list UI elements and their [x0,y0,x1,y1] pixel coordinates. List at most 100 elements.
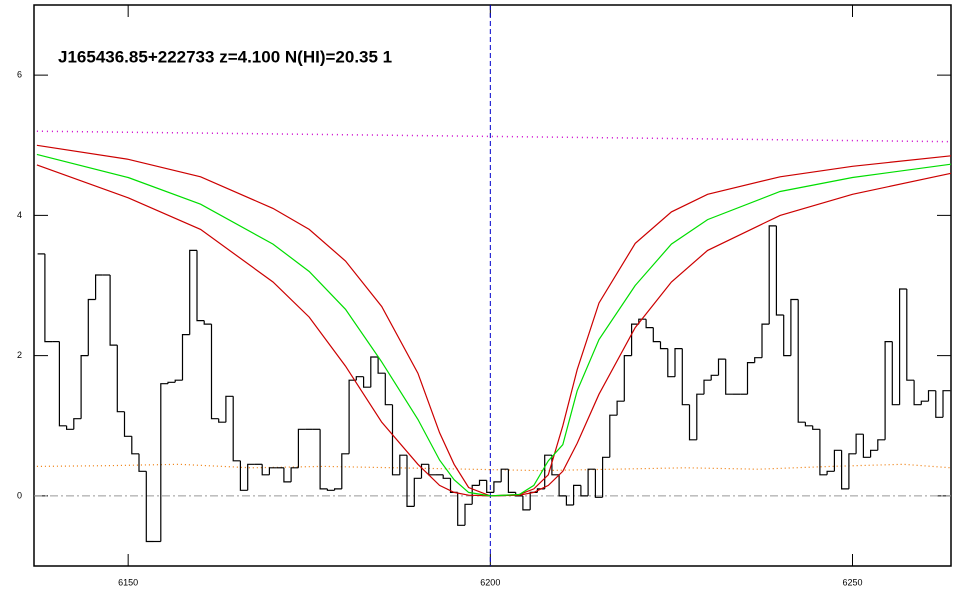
flux-step [797,299,806,423]
y-tick-label: 0 [17,490,22,500]
flux-step [652,327,661,343]
flux-step [109,275,118,346]
model-lower [36,164,952,497]
flux-step [464,503,473,526]
flux-step [587,468,596,496]
flux-step [804,422,813,427]
flux-step [565,495,574,506]
flux-step [681,348,690,406]
flux-step [674,348,683,377]
flux-step [297,428,306,468]
flux-step [819,429,828,476]
flux-step [507,469,516,493]
flux-step [420,463,429,479]
flux-step [363,376,371,388]
flux-step [696,393,704,440]
flux-step [862,434,871,458]
flux-step [927,390,936,402]
flux-step [66,425,74,430]
flux-step [645,319,654,329]
flux-step [189,249,197,335]
flux-step [826,470,835,475]
flux-step [920,400,929,405]
x-tick-label: 6250 [842,577,862,587]
flux-step [891,341,900,406]
flux-step [181,334,190,381]
flux-step [855,433,864,454]
flux-step [833,449,842,472]
flux-step [522,495,531,511]
flux-step [725,359,733,395]
flux-step [906,289,915,381]
flux-step [884,341,893,440]
flux-step [384,373,393,406]
flux-step [870,449,878,458]
flux-step [290,467,299,482]
flux-step [899,288,907,405]
flux-step [413,477,422,507]
flux-step [877,439,886,451]
flux-step [167,381,176,384]
flux-step [261,464,270,476]
flux-step [688,404,697,441]
flux-step [95,274,103,300]
flux-step [196,250,205,322]
flux-step [406,455,415,507]
flux-step [841,450,849,490]
flux-step [283,467,292,483]
flux-step [399,454,407,475]
flux-step [602,456,610,498]
flux-step [659,341,668,350]
flux-step [334,488,342,491]
flux-step [848,453,857,489]
flux-step [667,348,675,378]
flux-step [203,320,212,325]
flux-step [500,468,509,482]
flux-step [377,357,386,374]
flux-step [73,418,82,430]
flux-step [232,396,241,462]
flux-step [935,390,943,418]
flux-step [268,467,277,475]
flux-step [580,485,589,497]
flux-step [710,374,719,381]
y-tick-label: 6 [17,70,22,80]
flux-step [775,225,784,316]
flux-step [319,429,328,490]
flux-step [138,453,147,472]
flux-step [442,474,451,479]
flux-step [913,380,922,406]
flux-step [348,379,357,454]
model-fit [36,153,952,497]
chart-title: J165436.85+222733 z=4.100 N(HI)=20.35 1 [58,47,392,66]
flux-step [160,383,168,542]
flux-step [428,464,436,476]
flux-step [247,463,255,491]
flux-step [44,253,53,343]
flux-step [218,418,226,423]
x-tick-label: 6200 [480,577,500,587]
model-upper [36,144,952,497]
flux-step [457,492,465,526]
x-tick-label: 6150 [118,577,138,587]
flux-step [210,324,219,420]
flux-step [225,395,234,423]
flux-step [616,400,625,416]
y-tick-label: 2 [17,350,22,360]
flux-step [486,480,494,493]
flux-step [761,323,770,358]
y-tick-label: 4 [17,210,22,220]
flux-step [145,471,154,543]
flux-step [942,390,951,418]
flux-step [131,436,139,455]
flux-step [471,484,480,505]
flux-step [768,225,777,325]
flux-step [58,341,67,427]
flux-step [594,469,603,498]
flux-step [116,345,125,413]
error-line [36,463,952,472]
continuum-line [36,130,952,143]
flux-step [326,488,335,491]
